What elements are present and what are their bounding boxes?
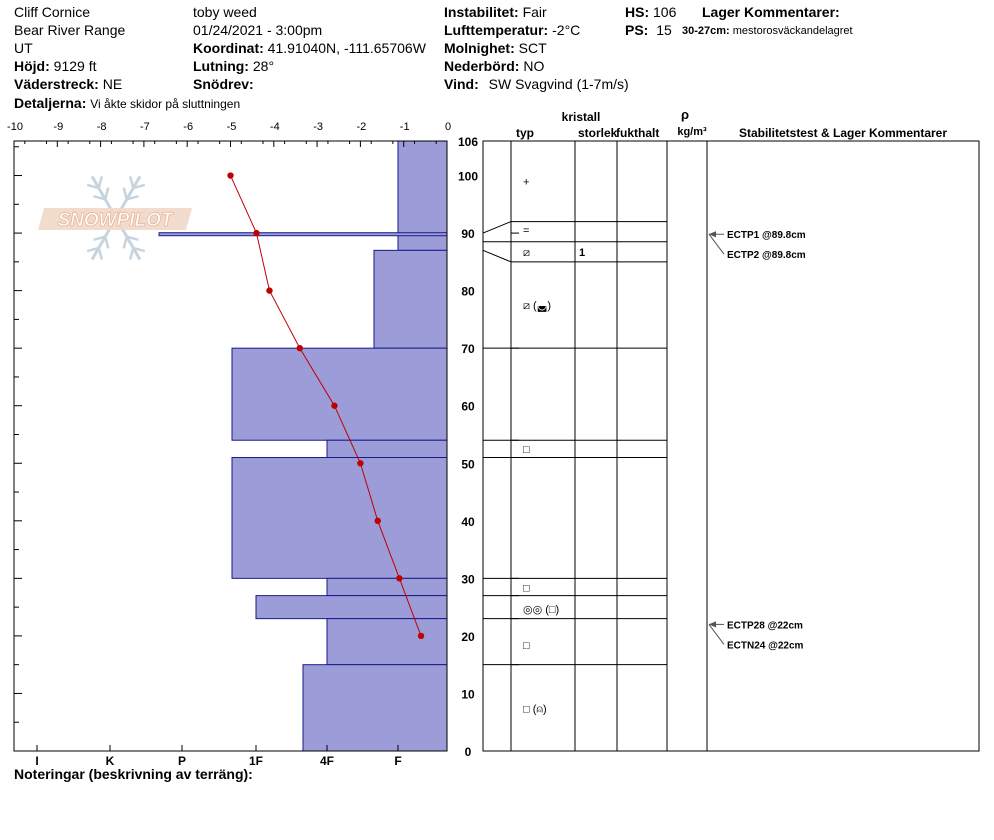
stability-test-label: ECTP2 @89.8cm: [727, 250, 806, 261]
temperature-point: [253, 230, 259, 236]
temperature-point: [357, 460, 363, 466]
grain-type-symbol: +: [523, 176, 529, 188]
temperature-point: [418, 633, 424, 639]
temp-tick-label: -2: [357, 121, 367, 133]
snowflake-branch: [124, 237, 127, 249]
hardness-bar: [327, 440, 447, 457]
height-label: 40: [461, 515, 475, 529]
grain-type-symbol: =: [523, 225, 529, 237]
header-typ: typ: [516, 126, 534, 140]
snowflake-branch: [105, 188, 108, 200]
boundary-connector: [483, 250, 511, 262]
stability-test-label: ECTP1 @89.8cm: [727, 230, 806, 241]
hardness-bar: [232, 348, 447, 440]
grain-size-value: 1: [579, 247, 585, 259]
temp-tick-label: -6: [183, 121, 193, 133]
stability-arrow-line: [709, 624, 724, 644]
stability-test-label: ECTN24 @22cm: [727, 640, 804, 651]
temp-tick-label: -9: [53, 121, 63, 133]
height-label: 100: [458, 170, 478, 184]
height-label: 70: [461, 342, 475, 356]
hardness-label: 4F: [320, 754, 334, 768]
grain-type-symbol: ◎◎ (□): [523, 604, 559, 616]
thin-layer-bar: [159, 233, 447, 236]
height-label: 0: [465, 745, 472, 759]
temp-tick-label: 0: [445, 121, 451, 133]
header-fukthalt: fukthalt: [616, 126, 659, 140]
height-label: 20: [461, 630, 475, 644]
grain-type-symbol: ⧄ (◛): [523, 300, 551, 312]
grain-type-symbol: □ (⍝): [523, 703, 547, 715]
temp-tick-label: -7: [140, 121, 150, 133]
hardness-label: 1F: [249, 754, 263, 768]
snowflake-branch: [124, 188, 127, 200]
temp-tick-label: -8: [97, 121, 107, 133]
height-label: 106: [458, 135, 478, 149]
hardness-bar: [374, 250, 447, 348]
grain-type-symbol: □: [523, 444, 530, 456]
hardness-label: P: [178, 754, 186, 768]
temp-tick-label: -4: [270, 121, 280, 133]
snowflake-branch: [99, 176, 102, 188]
snowflake-branch: [130, 248, 133, 260]
snowflake-branch: [130, 176, 133, 188]
header-stability: Stabilitetstest & Lager Kommentarer: [739, 126, 947, 140]
header-storlek: storlek: [578, 126, 618, 140]
hardness-bar: [303, 665, 447, 751]
hardness-bar: [232, 458, 447, 579]
grain-type-symbol: □: [523, 583, 530, 595]
hardness-bar: [256, 596, 447, 619]
height-label: 90: [461, 227, 475, 241]
temp-tick-label: -1: [400, 121, 410, 133]
header-density-unit: kg/m³: [677, 126, 707, 138]
temperature-point: [227, 172, 233, 178]
temperature-point: [375, 518, 381, 524]
height-label: 50: [461, 457, 475, 471]
hardness-label: K: [106, 754, 115, 768]
snowpilot-logo: SNOWPILOT: [38, 176, 192, 259]
header-rho: ρ: [681, 107, 689, 122]
height-label: 80: [461, 285, 475, 299]
height-label: 10: [461, 687, 475, 701]
stability-test-label: ECTP28 @22cm: [727, 620, 803, 631]
height-label: 30: [461, 572, 475, 586]
temp-tick-label: -5: [227, 121, 237, 133]
temperature-point: [266, 287, 272, 293]
header-kristall: kristall: [562, 110, 601, 124]
temperature-point: [331, 403, 337, 409]
hardness-label: F: [394, 754, 401, 768]
snowflake-branch: [105, 237, 108, 249]
temperature-point: [297, 345, 303, 351]
snowflake-branch: [99, 248, 102, 260]
temp-tick-label: -10: [7, 121, 23, 133]
temperature-point: [396, 575, 402, 581]
boundary-connector: [483, 222, 511, 234]
logo-text: SNOWPILOT: [57, 210, 173, 231]
hardness-label: I: [35, 754, 38, 768]
hardness-bar: [327, 578, 447, 595]
stability-arrow-line: [709, 234, 724, 254]
height-label: 60: [461, 400, 475, 414]
grain-type-symbol: □: [523, 640, 530, 652]
grain-type-symbol: ⧄: [523, 247, 530, 259]
hardness-bar: [327, 619, 447, 665]
temp-tick-label: -3: [313, 121, 323, 133]
